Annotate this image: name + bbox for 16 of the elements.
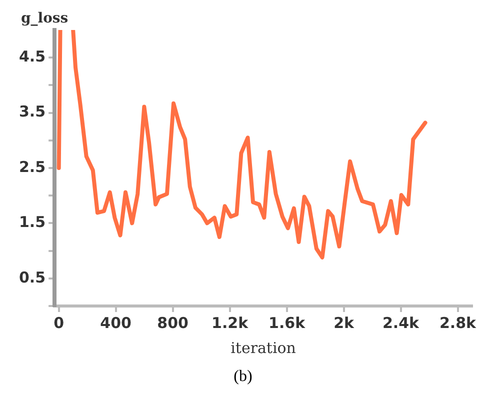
y-tick-label: 2.5 [18,158,46,176]
x-tick-label: 0 [54,314,64,332]
text: (b) [232,368,254,386]
x-tick-label: 2.8k [439,314,478,332]
y-tick-label: 4.5 [18,47,46,66]
y-tick-label: 3.5 [18,102,46,121]
y-axis-title: g_loss [20,10,68,27]
x-tick-label: 2k [334,314,356,332]
x-tick-label: 1.2k [212,314,250,332]
x-axis-title: iteration [230,338,296,357]
y-tick-label: 0.5 [18,268,46,286]
x-tick-label: 2.4k [382,314,420,332]
y-tick-label: 1.5 [18,213,46,232]
x-tick-label: 800 [157,314,188,332]
x-tick-label: 400 [100,314,132,332]
x-tick-label: 1.6k [268,314,306,332]
